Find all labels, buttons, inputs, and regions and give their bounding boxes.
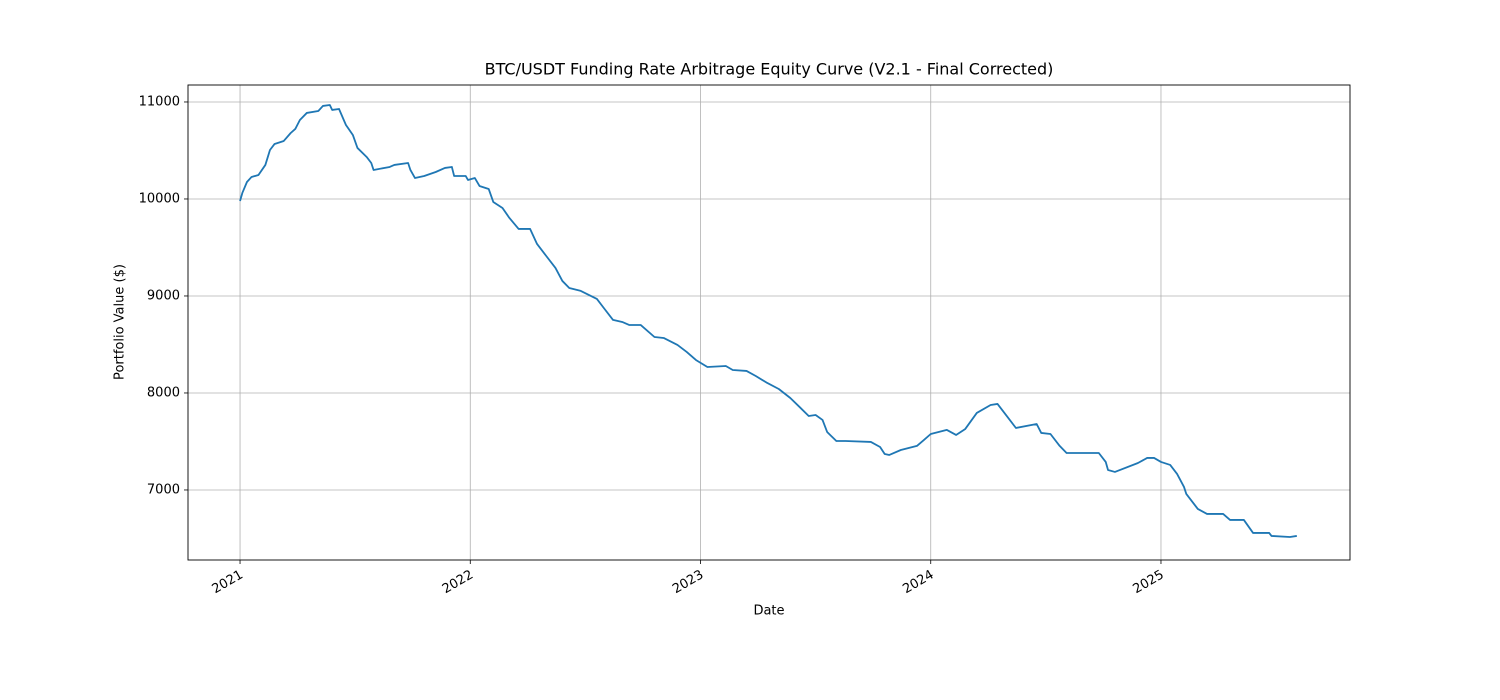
y-tick-label: 9000 [147,288,180,303]
y-tick-label: 7000 [147,482,180,497]
chart-title: BTC/USDT Funding Rate Arbitrage Equity C… [485,60,1054,79]
y-tick-label: 8000 [147,385,180,400]
y-tick-label: 10000 [139,191,180,206]
plot-frame [187,84,1351,561]
y-axis-label: Portfolio Value ($) [113,264,128,380]
equity-line [239,104,1297,538]
y-tick-label: 11000 [139,94,180,109]
x-axis-label: Date [753,604,784,619]
